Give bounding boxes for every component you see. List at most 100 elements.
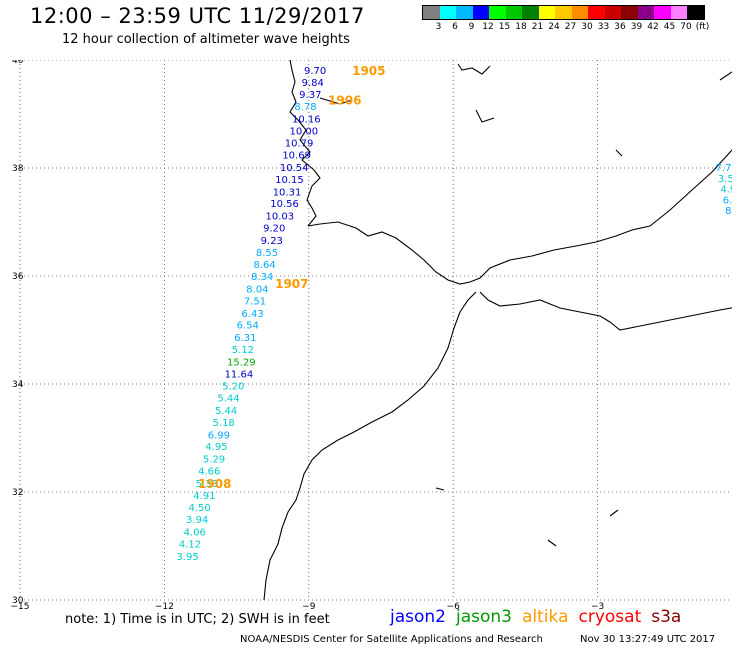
swh-value: 9.23 [261,236,283,247]
color-scale-label: 3 [435,22,442,32]
color-scale-label: 24 [548,22,560,32]
lon-tick-label: −12 [155,602,174,612]
color-scale-label: 21 [531,22,544,32]
swh-value: 10.16 [292,114,321,125]
lat-tick-label: 34 [12,380,24,390]
color-swatch [588,6,605,19]
lon-tick-label: −3 [591,602,604,612]
swh-points: 9.709.849.378.7810.1610.0010.7910.6910.5… [176,66,732,563]
lat-tick-label: 30 [12,596,24,606]
color-swatch [423,6,440,19]
lat-tick-label: 36 [12,272,24,282]
coast-morocco [263,291,477,601]
swh-value: 10.54 [280,163,309,174]
swh-value: 4.9 [720,185,732,196]
swh-value: 6.31 [234,333,256,344]
color-swatch [522,6,539,19]
satellite-legend: jason2 jason3 altika cryosat s3a [390,607,691,627]
color-scale-label: 30 [581,22,593,32]
swh-value: 10.00 [290,126,319,137]
color-swatch [538,6,555,19]
credit-line: NOAA/NESDIS Center for Satellite Applica… [240,634,715,645]
track-time-label: 1906 [328,94,361,108]
credit-text: NOAA/NESDIS Center for Satellite Applica… [240,634,543,645]
color-swatch [489,6,506,19]
lat-tick-label: 38 [12,164,24,174]
swh-value: 4.95 [205,442,227,453]
swh-value: 8.34 [251,272,273,283]
satellite-legend-item: s3a [651,607,682,627]
swh-value: 9.70 [304,66,326,77]
swh-value: 3.94 [186,515,208,526]
swh-value: 6.6 [723,195,732,206]
coast-iberia-south [307,149,732,285]
color-scale-labels: 3 6 9 12 15 18 21 24 27 30 33 36 39 42 45 70 (ft) [422,20,710,34]
swh-value: 10.03 [265,212,294,223]
color-swatch [604,6,621,19]
swh-value: 10.69 [282,151,311,162]
swh-value: 15.29 [227,357,256,368]
satellite-legend-item: jason2 [390,607,446,627]
lat-tick-label: 40 [12,60,24,66]
map-background [20,60,732,600]
swh-value: 5.29 [203,455,225,466]
track-time-label: 1908 [198,477,231,491]
swh-value: 5.44 [217,394,239,405]
color-scale-label: 36 [614,22,626,32]
lon-tick-label: −6 [447,602,461,612]
track-time-label: 1907 [275,277,308,291]
color-swatch [621,6,638,19]
island-mark-3 [615,149,623,157]
color-scale-swatches [422,5,705,20]
swh-value: 3.95 [176,552,198,563]
swh-value: 7.51 [244,296,266,307]
coast-north-africa [479,291,732,331]
swh-value: 7.75 [716,163,732,174]
swh-value: 8.55 [256,248,278,259]
color-swatch [637,6,654,19]
color-scale-label: 12 [482,22,494,32]
color-swatch [439,6,456,19]
swh-value: 10.15 [275,175,304,186]
swh-value: 4.50 [188,503,210,514]
color-swatch [505,6,522,19]
color-scale-label: 45 [663,22,676,32]
color-scale-label: 70 [680,22,692,32]
swh-value: 5.18 [213,418,235,429]
swh-value: 4.66 [198,466,220,477]
coast-portugal [289,60,321,227]
coast-north-bay [319,97,353,105]
swh-value: 10.56 [270,199,299,210]
satellite-legend-item: cryosat [578,607,642,627]
swh-value: 8 [725,206,731,217]
track-time-label: 1905 [352,64,385,78]
swh-value: 9.20 [263,223,285,234]
color-scale-label: 39 [630,22,643,32]
color-scale-label: 27 [564,22,577,32]
swh-value: 8.64 [253,260,275,271]
swh-value: 9.84 [302,78,324,89]
swh-value: 8.04 [246,285,268,296]
swh-value: 5.20 [222,382,244,393]
lon-tick-label: −9 [302,602,316,612]
color-scale-label: 9 [468,22,475,32]
swh-value: 4.06 [184,528,206,539]
map-grid [19,60,732,601]
satellite-legend-item: altika [522,607,569,627]
page-subtitle: 12 hour collection of altimeter wave hei… [62,32,350,47]
color-scale-label: 15 [498,22,511,32]
swh-value: 10.79 [285,139,314,150]
island-mark-1 [457,63,491,75]
color-swatch [654,6,671,19]
satellite-legend-item: jason3 [456,607,512,627]
units-note: note: 1) Time is in UTC; 2) SWH is in fe… [65,612,330,627]
color-scale-label: 42 [647,22,659,32]
swh-value: 8.78 [294,102,316,113]
swh-value: 4.91 [193,491,215,502]
swh-value: 4.12 [179,539,201,550]
swh-value: 5.44 [215,406,237,417]
page-title: 12:00 – 23:59 UTC 11/29/2017 [30,4,365,28]
lon-tick-label: −15 [11,602,30,612]
color-scale-legend: 3 6 9 12 15 18 21 24 27 30 33 36 39 42 45 70 (ft) [422,5,710,34]
